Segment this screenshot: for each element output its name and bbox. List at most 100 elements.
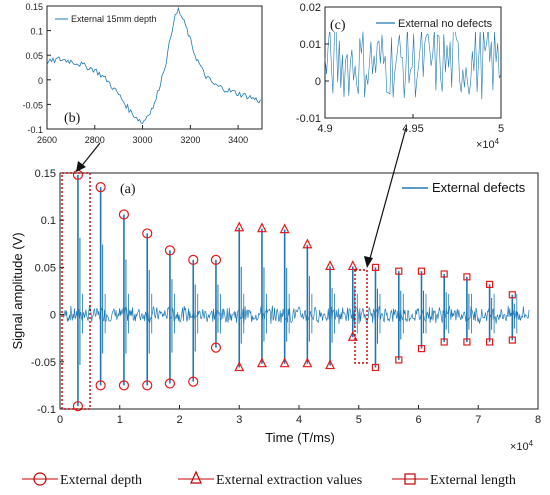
x-tick-label: 2 [176, 414, 182, 426]
length-square-marker [508, 336, 516, 344]
arrowhead-middle-pulse [364, 256, 373, 268]
y-tick-label: 0.02 [300, 2, 321, 14]
depth-circle-marker [118, 209, 130, 220]
depth-circle-marker [210, 254, 222, 265]
x-axis-label: Time (T/ms) [265, 430, 335, 445]
length-square-marker [395, 356, 403, 364]
y-tick-label: -0.1 [27, 125, 43, 135]
x-tick-label: 8 [535, 414, 541, 426]
panel-c-label: (c) [330, 18, 346, 33]
x-tick-label: 5 [356, 414, 362, 426]
legend-extraction-text: External extraction values [216, 473, 362, 488]
length-square-marker [508, 291, 516, 299]
y-axis-label: Signal amplitude (V) [10, 232, 25, 349]
panel-c-signal-line [324, 25, 502, 100]
y-tick-label: 0 [38, 76, 43, 86]
panel-c-x-exponent: ×104 [476, 137, 500, 151]
x-tick-label: 2600 [37, 135, 57, 145]
panel-c-legend-box [373, 14, 497, 32]
x-tick-label: 4.95 [402, 123, 423, 135]
extraction-triangle-marker [279, 223, 290, 234]
depth-circle-marker [210, 342, 222, 353]
length-square-marker [486, 280, 494, 288]
extraction-triangle-marker [256, 357, 267, 368]
depth-circle-marker [95, 182, 106, 193]
y-tick-label: 0 [315, 76, 321, 88]
extraction-triangle-marker [325, 260, 336, 271]
y-tick-label: 0.1 [41, 215, 56, 227]
extraction-triangle-marker [302, 238, 313, 249]
y-tick-label: 0.01 [300, 39, 321, 51]
x-tick-label: 6 [415, 414, 421, 426]
extraction-triangle-marker [347, 260, 358, 271]
length-square-marker [417, 344, 426, 353]
legend-length-square-marker [404, 473, 416, 485]
depth-circle-marker [95, 380, 106, 391]
length-square-marker [371, 263, 380, 271]
x-tick-label: 0 [57, 414, 63, 426]
panel-c: -0.01 0 0.01 0.02 4.9 4.95 5 External no defe… [296, 2, 504, 151]
x-tick-label: 3400 [228, 135, 248, 145]
zoom-arrows [76, 127, 407, 268]
panel-c-label-bg [329, 16, 349, 32]
extraction-triangle-marker [347, 330, 358, 341]
depth-circle-marker [72, 401, 84, 412]
panel-a-label: (a) [120, 182, 136, 197]
panel-b-label: (b) [64, 111, 81, 126]
x-tick-label: 3200 [180, 135, 200, 145]
length-square-marker [486, 338, 494, 346]
depth-circle-marker [188, 254, 199, 265]
x-tick-label: 5 [498, 123, 504, 135]
extraction-triangle-marker [302, 357, 313, 368]
y-tick-label: -0.01 [296, 113, 321, 125]
arrow-to-first-pulse [79, 142, 101, 169]
length-square-marker [371, 363, 380, 372]
arrow-to-middle-pulse [368, 127, 407, 263]
arrowhead-first-pulse [76, 161, 86, 172]
panel-b-frame [46, 5, 263, 130]
length-square-marker [417, 267, 426, 275]
y-tick-label: 0.15 [25, 2, 43, 12]
length-square-marker [463, 273, 471, 281]
panel-b: -0.1 -0.05 0 0.05 0.1 0.15 2600 2800 3000 3200 34… [22, 2, 263, 145]
length-square-marker [440, 338, 448, 346]
x-tick-label: 4 [296, 414, 302, 426]
panel-a-signal-noise [62, 304, 530, 324]
depth-circle-marker [164, 245, 176, 256]
depth-circle-marker [142, 228, 153, 239]
legend-depth-circle-marker [33, 472, 47, 486]
length-square-marker [395, 267, 403, 275]
y-tick-label: 0.15 [35, 168, 56, 180]
y-tick-label: -0.05 [22, 100, 43, 110]
x-tick-label: 3000 [133, 135, 153, 145]
panel-a-legend-box [398, 178, 534, 198]
depth-circle-marker [188, 376, 199, 387]
x-tick-label: 2800 [85, 135, 105, 145]
x-tick-label: 3 [236, 414, 242, 426]
legend-depth-text: External depth [60, 473, 142, 488]
x-tick-label: 4.9 [317, 123, 332, 135]
panel-b-legend-text: External 15mm depth [71, 14, 157, 24]
extraction-triangle-marker [234, 221, 245, 232]
y-tick-label: 0.05 [25, 51, 43, 61]
extraction-triangle-marker [256, 222, 267, 233]
highlight-box-middle-pulse [354, 269, 368, 364]
y-tick-label: -0.1 [37, 404, 56, 416]
depth-circle-marker [142, 380, 153, 391]
y-tick-label: -0.05 [31, 357, 56, 369]
y-tick-label: 0 [50, 310, 56, 322]
extraction-triangle-marker [234, 361, 245, 372]
depth-circle-marker [164, 378, 176, 389]
panel-c-legend-text: External no defects [398, 18, 493, 30]
bottom-legend: External depth External extraction value… [22, 470, 516, 488]
panel-a-legend-text: External defects [432, 180, 526, 195]
panel-a-x-exponent: ×104 [510, 439, 534, 453]
panel-a-frame [59, 172, 539, 410]
legend-length-text: External length [430, 473, 516, 488]
extraction-triangle-marker [279, 357, 290, 368]
y-tick-label: 0.1 [30, 27, 43, 37]
panel-a: -0.1 -0.05 0 0.05 0.1 0.15 0 1 2 3 4 5 6 7 8 (a) Exte… [10, 168, 541, 453]
x-tick-label: 1 [117, 414, 123, 426]
depth-circle-marker [118, 380, 130, 391]
